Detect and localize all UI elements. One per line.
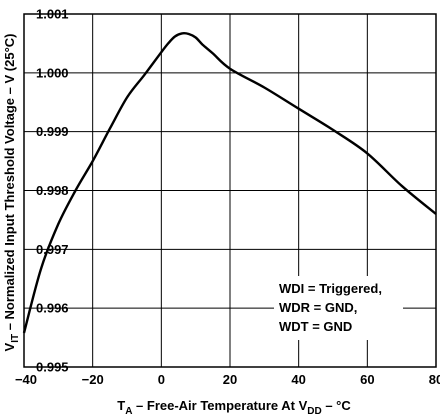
x-tick-label: −20 [82,372,104,387]
x-tick-label: 0 [158,372,165,387]
series-line [22,32,437,334]
y-tick-label: 0.997 [36,242,69,257]
y-tick-label: 0.995 [36,360,69,375]
x-tick-label: −40 [15,372,37,387]
x-axis-label: TA – Free-Air Temperature At VDD – °C [117,398,351,417]
x-tick-label: 80 [429,372,440,387]
y-tick-label: 0.996 [36,301,69,316]
y-tick-label: 0.999 [36,124,69,139]
x-tick-label: 60 [360,372,374,387]
x-tick-label: 40 [291,372,305,387]
annotation-line: WDR = GND, [279,300,357,315]
annotation-line: WDI = Triggered, [279,281,382,296]
annotation-background [274,276,403,340]
grid [24,14,436,367]
y-axis-label: VIT – Normalized Input Threshold Voltage… [2,34,21,352]
y-tick-labels: 0.995 0.996 0.997 0.998 0.999 1.000 1.001 [36,7,69,375]
y-tick-label: 1.000 [36,65,69,80]
annotation-box: WDI = Triggered, WDR = GND, WDT = GND [274,276,403,340]
x-tick-labels: −40 −20 0 20 40 60 80 [15,372,440,387]
y-tick-label: 1.001 [36,7,69,22]
annotation-line: WDT = GND [279,319,352,334]
plot-frame [23,13,437,368]
x-tick-label: 20 [223,372,237,387]
y-tick-label: 0.998 [36,183,69,198]
